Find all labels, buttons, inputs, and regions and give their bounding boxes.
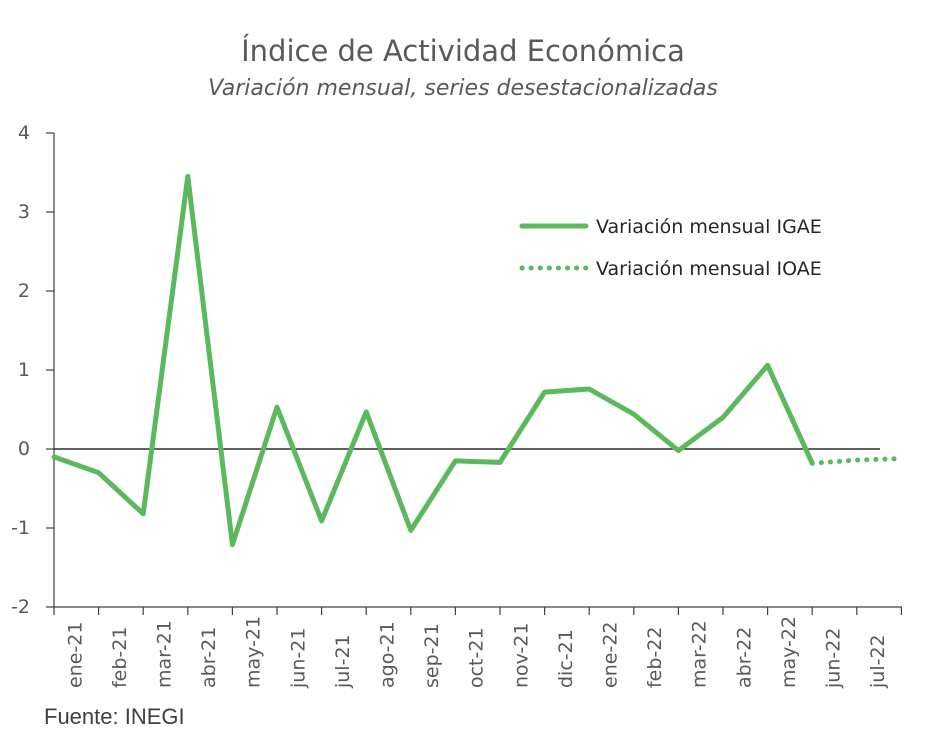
x-tick-label: may-22	[778, 616, 800, 688]
x-tick-label: jul-22	[867, 634, 889, 689]
y-tick-label: -2	[11, 596, 30, 618]
x-tick-label: ene-21	[64, 622, 86, 688]
x-tick-label: jun-22	[823, 628, 845, 689]
x-tick-label: mar-22	[689, 620, 711, 688]
x-tick-label: sep-21	[421, 623, 443, 688]
x-tick-label: dic-21	[555, 629, 577, 688]
source-note: Fuente: INEGI	[44, 704, 185, 729]
x-tick-label: may-21	[243, 616, 265, 688]
y-tick-label: 2	[18, 280, 30, 302]
x-tick-label: nov-21	[510, 623, 532, 688]
x-tick-label: ene-22	[600, 622, 622, 688]
legend-label-igae: Variación mensual IGAE	[596, 216, 822, 238]
y-tick-label: 1	[18, 359, 30, 381]
x-tick-label: abr-21	[198, 627, 220, 688]
chart-title: Índice de Actividad Económica	[241, 34, 685, 68]
legend-label-ioae: Variación mensual IOAE	[596, 258, 822, 280]
y-tick-label: 3	[18, 201, 30, 223]
x-tick-label: ago-21	[377, 621, 399, 688]
series-line-ioae	[809, 456, 904, 466]
x-tick-label: oct-21	[466, 627, 488, 688]
x-tick-label: jun-21	[287, 628, 309, 689]
y-tick-label: -1	[11, 517, 30, 539]
chart-subtitle: Variación mensual, series desestacionali…	[208, 76, 718, 101]
x-tick-label: mar-21	[154, 620, 176, 688]
y-tick-label: 0	[18, 438, 30, 460]
x-tick-label: jul-21	[332, 634, 354, 689]
x-tick-label: abr-22	[733, 627, 755, 688]
x-tick-label: feb-21	[109, 627, 131, 688]
series-line-igae	[51, 173, 815, 548]
x-tick-label: feb-22	[644, 627, 666, 688]
y-tick-label: 4	[18, 122, 30, 144]
